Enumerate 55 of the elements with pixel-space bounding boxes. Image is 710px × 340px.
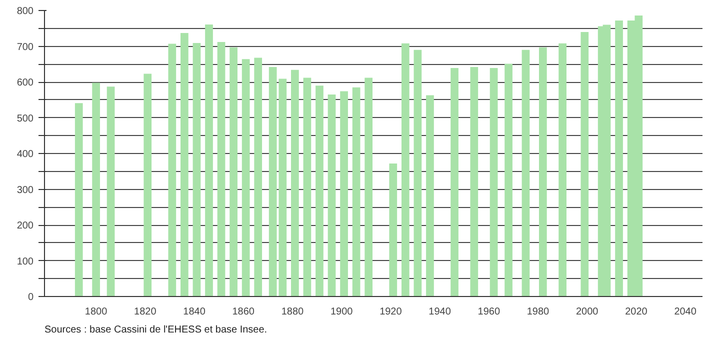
bar bbox=[401, 43, 410, 296]
bar bbox=[558, 43, 566, 296]
bar bbox=[490, 68, 498, 296]
bar bbox=[230, 47, 238, 296]
x-tick-label: 2000 bbox=[576, 306, 599, 318]
bar bbox=[364, 78, 373, 296]
x-tick-label: 1940 bbox=[428, 306, 452, 318]
bar bbox=[504, 64, 512, 296]
bar bbox=[615, 20, 623, 296]
bar bbox=[291, 70, 299, 296]
y-tick-label: 0 bbox=[28, 292, 34, 303]
bar bbox=[414, 50, 422, 296]
x-tick-label: 1800 bbox=[84, 306, 108, 318]
bar bbox=[92, 82, 100, 296]
source-note: Sources : base Cassini de l'EHESS et base Insee. bbox=[44, 324, 268, 336]
bar bbox=[450, 68, 458, 296]
bar bbox=[303, 78, 312, 296]
bar bbox=[328, 94, 336, 296]
bar bbox=[580, 32, 589, 296]
bar bbox=[242, 59, 250, 296]
y-tick-label: 400 bbox=[16, 149, 34, 160]
y-tick-label: 600 bbox=[16, 78, 34, 88]
bar bbox=[106, 86, 115, 296]
x-tick-label: 2040 bbox=[674, 306, 697, 318]
x-tick-label: 1840 bbox=[183, 306, 206, 318]
bar bbox=[74, 103, 83, 296]
x-tick-label: 1860 bbox=[232, 306, 255, 318]
x-tick-label: 1980 bbox=[526, 306, 550, 318]
x-tick-label: 1960 bbox=[478, 306, 500, 318]
bar bbox=[168, 44, 176, 296]
x-tick-label: 1880 bbox=[281, 306, 304, 318]
bar bbox=[217, 42, 226, 296]
bar bbox=[144, 74, 152, 296]
y-tick-label: 200 bbox=[16, 220, 34, 232]
bar bbox=[316, 86, 324, 296]
x-tick-label: 2020 bbox=[625, 306, 648, 318]
bar bbox=[538, 47, 547, 296]
y-tick-label: 800 bbox=[16, 6, 34, 17]
x-tick-label: 1820 bbox=[134, 306, 157, 318]
bar bbox=[205, 24, 213, 296]
bar bbox=[192, 43, 201, 296]
y-tick-label: 300 bbox=[16, 184, 34, 196]
x-tick-label: 1900 bbox=[330, 306, 354, 318]
bar bbox=[389, 164, 398, 296]
bar bbox=[340, 91, 348, 296]
bar bbox=[180, 33, 188, 296]
bar bbox=[352, 87, 360, 296]
x-tick-label: 1920 bbox=[380, 306, 402, 318]
y-tick-label: 500 bbox=[16, 113, 34, 124]
y-tick-label: 100 bbox=[16, 256, 34, 268]
bar bbox=[254, 58, 262, 296]
bar bbox=[522, 50, 530, 296]
bar bbox=[426, 95, 434, 296]
bar bbox=[470, 66, 478, 296]
y-tick-label: 700 bbox=[16, 42, 34, 53]
